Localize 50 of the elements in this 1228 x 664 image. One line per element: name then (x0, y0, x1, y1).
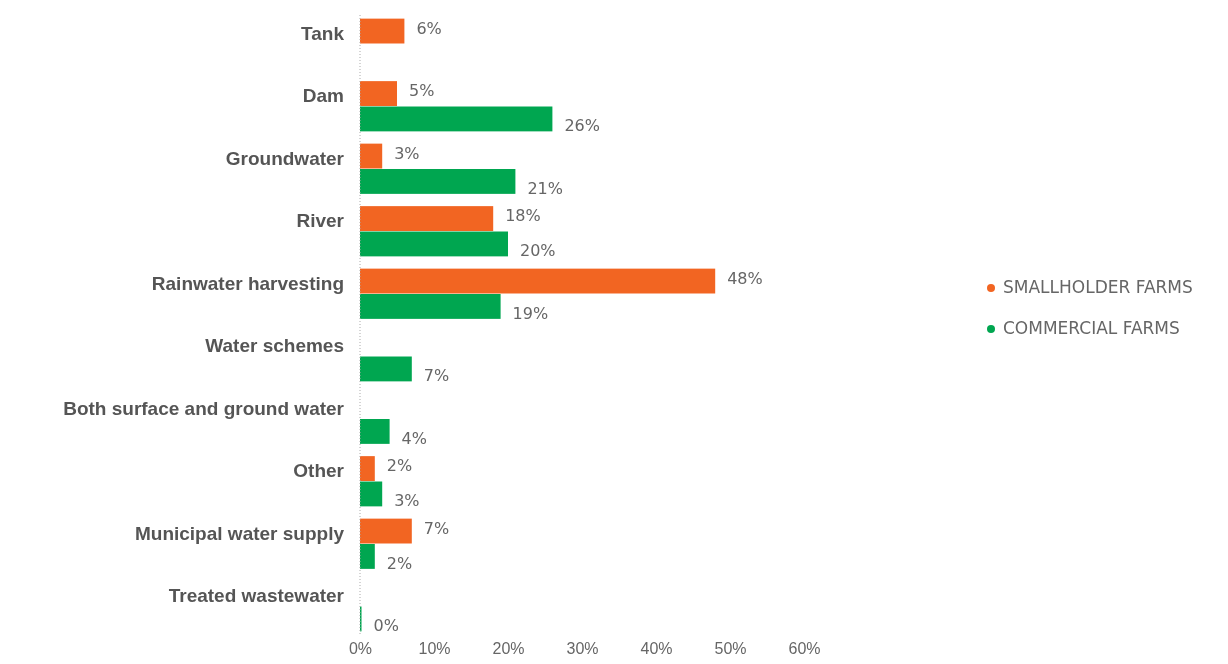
data-label: 7% (423, 366, 450, 386)
bar (360, 456, 375, 481)
bar (360, 143, 383, 169)
data-label: 2% (386, 456, 413, 476)
y-tick-label: Treated wastewater (168, 585, 345, 607)
bar (360, 294, 501, 319)
x-tick-label: 0% (348, 640, 373, 658)
data-label: 48% (727, 268, 763, 288)
y-tick-label: Municipal water supply (134, 522, 345, 544)
data-label: 21% (527, 178, 563, 198)
data-label: 5% (409, 81, 435, 101)
bar (360, 518, 412, 544)
bar (360, 231, 508, 257)
y-tick-label: Rainwater harvesting (151, 272, 344, 294)
x-tick-label: 40% (640, 640, 673, 658)
x-tick-label: 50% (714, 640, 747, 658)
bar (360, 206, 494, 231)
data-label: 3% (394, 143, 420, 163)
y-tick-label: Both surface and ground water (63, 397, 345, 419)
y-tick-label: Water schemes (205, 335, 344, 357)
bar (360, 481, 383, 507)
bar (360, 106, 553, 132)
legend-label: COMMERCIAL FARMS (1003, 318, 1180, 338)
data-label: 4% (401, 428, 427, 448)
data-label: 19% (512, 303, 549, 323)
y-tick-label: Tank (301, 22, 345, 44)
x-tick-label: 60% (788, 640, 821, 658)
y-tick-label: Groundwater (225, 147, 345, 169)
bar (360, 18, 405, 44)
bar (360, 169, 516, 194)
bar (360, 544, 375, 569)
data-label: 3% (394, 491, 420, 511)
bar (360, 419, 390, 444)
data-label: 18% (505, 206, 541, 226)
y-tick-label: Dam (302, 85, 344, 107)
data-label: 7% (423, 518, 450, 538)
data-label: 26% (564, 116, 600, 136)
x-tick-label: 30% (566, 640, 599, 658)
legend-label: SMALLHOLDER FARMS (1003, 277, 1193, 297)
data-label: 20% (520, 241, 556, 261)
data-label: 2% (386, 553, 413, 573)
y-tick-label: River (296, 210, 345, 232)
data-label: 0% (373, 616, 399, 636)
bar (360, 356, 412, 382)
y-tick-label: Other (293, 460, 345, 482)
bar (360, 81, 397, 106)
x-tick-label: 20% (492, 640, 525, 658)
data-label: 6% (416, 18, 442, 38)
x-tick-label: 10% (418, 640, 451, 658)
bar (360, 268, 716, 294)
